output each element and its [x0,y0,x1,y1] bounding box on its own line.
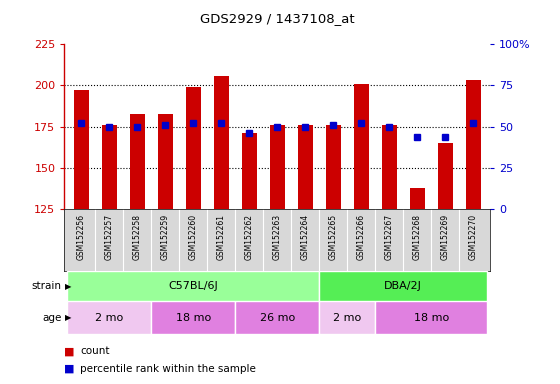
Bar [269,125,285,209]
Bar [297,125,313,209]
Bar [465,81,481,209]
Bar [67,271,319,301]
Text: GSM152261: GSM152261 [217,214,226,260]
Text: GSM152262: GSM152262 [245,214,254,260]
Text: GSM152264: GSM152264 [301,214,310,260]
Bar [129,114,145,209]
Text: GSM152257: GSM152257 [105,214,114,260]
Bar [185,87,201,209]
Text: GSM152268: GSM152268 [413,214,422,260]
Text: 2 mo: 2 mo [333,313,361,323]
Bar [319,301,375,334]
Text: count: count [80,346,110,356]
Text: GSM152269: GSM152269 [441,214,450,260]
Text: C57BL/6J: C57BL/6J [169,281,218,291]
Text: GDS2929 / 1437108_at: GDS2929 / 1437108_at [200,12,354,25]
Text: 2 mo: 2 mo [95,313,123,323]
Bar [353,84,369,209]
Bar [157,114,173,209]
Bar [73,90,89,209]
Text: ■: ■ [64,346,75,356]
Text: 18 mo: 18 mo [176,313,211,323]
Text: GSM152259: GSM152259 [161,214,170,260]
Text: GSM152256: GSM152256 [77,214,86,260]
Bar [235,301,319,334]
Text: GSM152270: GSM152270 [469,214,478,260]
Bar [67,301,151,334]
Bar [241,133,257,209]
Text: ▶: ▶ [65,313,72,322]
Bar [409,188,425,209]
Text: percentile rank within the sample: percentile rank within the sample [80,364,256,374]
Bar [381,125,397,209]
Text: GSM152266: GSM152266 [357,214,366,260]
Bar [213,76,229,209]
Text: GSM152267: GSM152267 [385,214,394,260]
Text: 18 mo: 18 mo [414,313,449,323]
Bar [375,301,487,334]
Bar [101,125,117,209]
Bar [151,301,235,334]
Text: GSM152260: GSM152260 [189,214,198,260]
Bar [325,125,341,209]
Bar [319,271,487,301]
Text: DBA/2J: DBA/2J [384,281,422,291]
Text: age: age [42,313,62,323]
Text: ▶: ▶ [65,281,72,291]
Text: GSM152258: GSM152258 [133,214,142,260]
Text: ■: ■ [64,364,75,374]
Text: strain: strain [31,281,62,291]
Text: 26 mo: 26 mo [260,313,295,323]
Text: GSM152263: GSM152263 [273,214,282,260]
Bar [437,143,453,209]
Text: GSM152265: GSM152265 [329,214,338,260]
